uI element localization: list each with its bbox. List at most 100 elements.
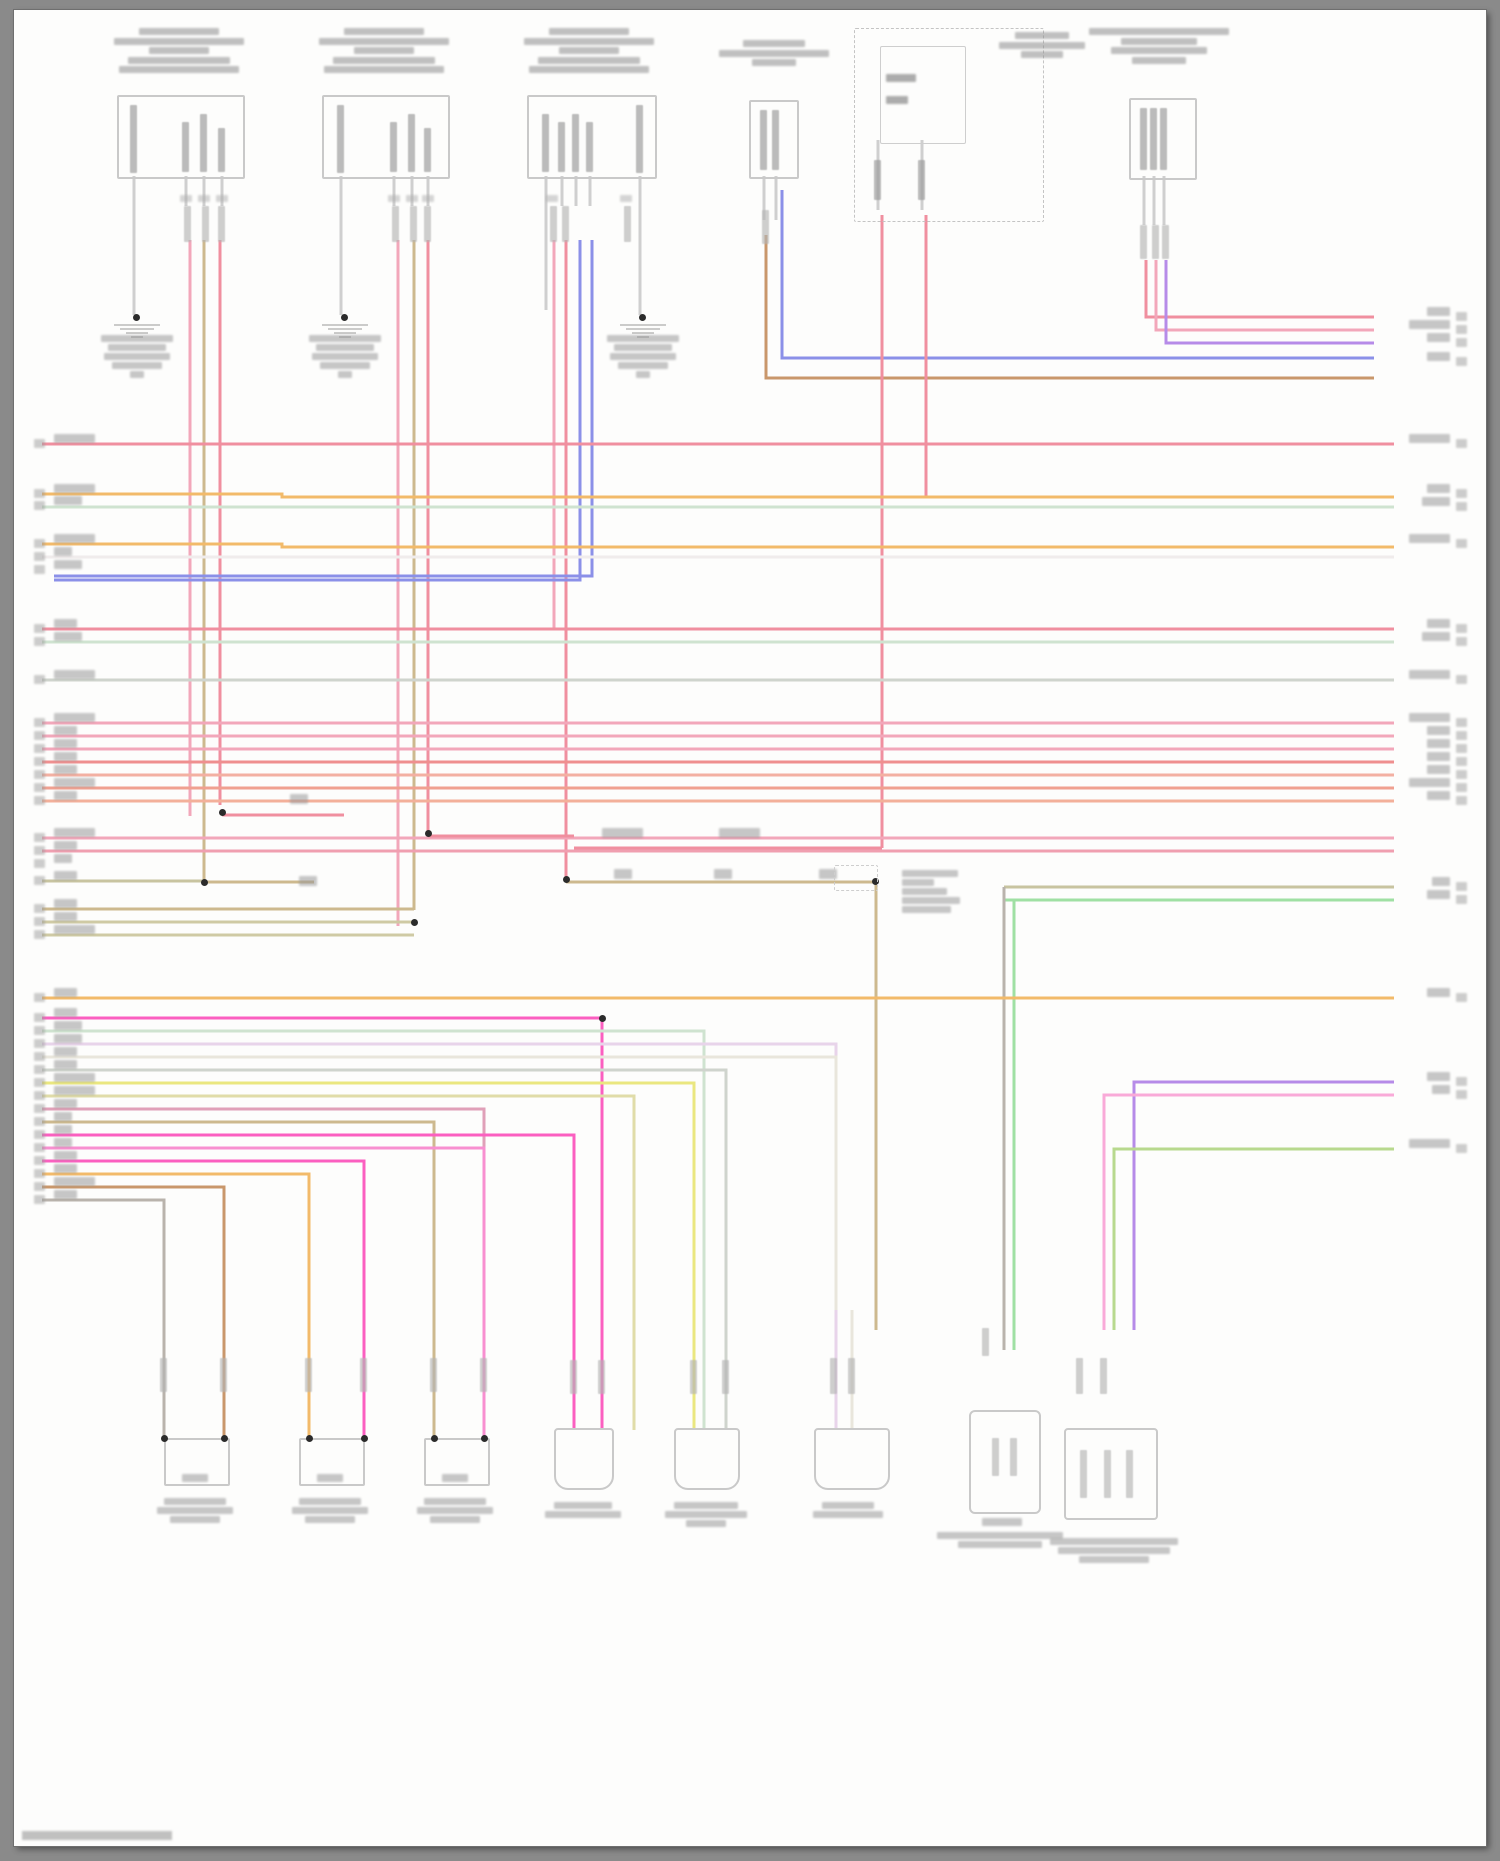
pin-number <box>1456 770 1467 779</box>
wire-color-label <box>54 496 82 505</box>
pin-number <box>34 796 45 805</box>
knock-sensor[interactable] <box>814 1428 890 1490</box>
ground-label-cyl1 <box>96 335 178 380</box>
ground-symbol-cyl3 <box>620 310 666 338</box>
terminal <box>1104 1450 1111 1498</box>
wire-label <box>216 195 228 202</box>
terminal <box>360 1358 367 1392</box>
wire-color-label <box>54 1177 96 1186</box>
wire-color-label <box>54 434 96 443</box>
wire-color-label <box>1408 534 1450 543</box>
wire-color-label <box>54 739 77 748</box>
pin-number <box>1456 744 1467 753</box>
component-title-relay <box>719 40 829 69</box>
coil-label-3 <box>414 1498 496 1525</box>
ignition-coil-cylinder-3[interactable] <box>424 1438 490 1486</box>
inline-connector[interactable] <box>819 869 837 879</box>
junction-dot <box>481 1435 488 1442</box>
camshaft-position-sensor[interactable] <box>554 1428 614 1490</box>
junction-dot <box>133 314 140 321</box>
pin-number <box>34 930 45 939</box>
wire-color-label <box>54 1008 77 1017</box>
inline-connector[interactable] <box>602 828 644 838</box>
ground-label-cyl2 <box>304 335 386 380</box>
power-distribution-center[interactable] <box>854 28 1044 222</box>
pin-number <box>34 917 45 926</box>
terminal <box>772 110 779 170</box>
pin-number <box>34 675 45 684</box>
wire-color-label <box>54 1099 77 1108</box>
terminal <box>408 114 415 172</box>
ignition-coil-cylinder-1[interactable] <box>164 1438 230 1486</box>
wire-label <box>406 195 418 202</box>
terminal <box>1080 1450 1087 1498</box>
wire-color-label <box>54 1190 77 1199</box>
wire-color-label <box>54 1021 82 1030</box>
junction-dot <box>563 876 570 883</box>
wire-color-label <box>54 713 96 722</box>
injector-module-cylinder-1[interactable] <box>117 95 245 179</box>
wire-color-label <box>1427 890 1450 899</box>
terminal <box>562 206 569 242</box>
integrated-power-module[interactable] <box>1129 98 1197 180</box>
terminal <box>184 206 191 242</box>
wire-color-label <box>1427 1072 1450 1081</box>
pin-number <box>1456 489 1467 498</box>
wire-color-label <box>54 871 77 880</box>
wire-color-label <box>54 899 77 908</box>
terminal <box>1126 1450 1133 1498</box>
wire-color-label <box>54 1112 72 1121</box>
pin-number <box>34 770 45 779</box>
engine-fuel-pump-relay[interactable] <box>749 100 799 179</box>
wire-color-label <box>54 1164 77 1173</box>
pin-number <box>34 489 45 498</box>
wire-color-label <box>54 765 77 774</box>
terminal <box>992 1438 999 1476</box>
terminal <box>410 206 417 242</box>
ground-symbol-cyl2 <box>322 310 368 338</box>
pin-number <box>34 1039 45 1048</box>
terminal <box>160 1358 167 1392</box>
terminal <box>392 206 399 242</box>
pin-number <box>34 783 45 792</box>
terminal <box>1160 108 1167 170</box>
pdc-title <box>999 32 1085 61</box>
ignition-coil-cylinder-2[interactable] <box>299 1438 365 1486</box>
injector-module-cylinder-3[interactable] <box>527 95 657 179</box>
relay-label-relay <box>886 96 908 104</box>
component-title-ipm <box>1089 28 1229 66</box>
pin-number <box>1456 439 1467 448</box>
pin-number <box>1456 675 1467 684</box>
component-title-cyl1 <box>114 28 244 76</box>
wire-color-label <box>54 778 96 787</box>
pin-number <box>34 1195 45 1204</box>
pin-number <box>1456 325 1467 334</box>
inline-connector[interactable] <box>714 869 732 879</box>
wire-color-label <box>54 912 77 921</box>
ground-symbol-cyl1 <box>114 310 160 338</box>
wire-color-label <box>1408 434 1450 443</box>
throttle-position-sensor[interactable] <box>1064 1428 1158 1520</box>
pin-number <box>34 1078 45 1087</box>
junction-dot <box>411 919 418 926</box>
inline-connector[interactable] <box>719 828 761 838</box>
inline-connector[interactable] <box>614 869 632 879</box>
pin-number <box>1456 895 1467 904</box>
pin-number <box>34 1182 45 1191</box>
wire-color-label <box>1427 988 1450 997</box>
injector-module-cylinder-2[interactable] <box>322 95 450 179</box>
pin-number <box>1456 731 1467 740</box>
wire-color-label <box>1408 320 1450 329</box>
crankshaft-position-sensor[interactable] <box>674 1428 740 1490</box>
terminal <box>760 110 767 170</box>
pin-number <box>34 1117 45 1126</box>
terminal <box>1140 225 1147 259</box>
pin-number <box>1456 1144 1467 1153</box>
pin-number <box>34 846 45 855</box>
inline-connector[interactable] <box>290 794 309 804</box>
wire-color-label <box>1427 352 1450 361</box>
terminal <box>848 1358 855 1394</box>
map-sensor[interactable] <box>969 1410 1041 1514</box>
inline-connector[interactable] <box>299 876 318 886</box>
pin-number <box>34 1143 45 1152</box>
